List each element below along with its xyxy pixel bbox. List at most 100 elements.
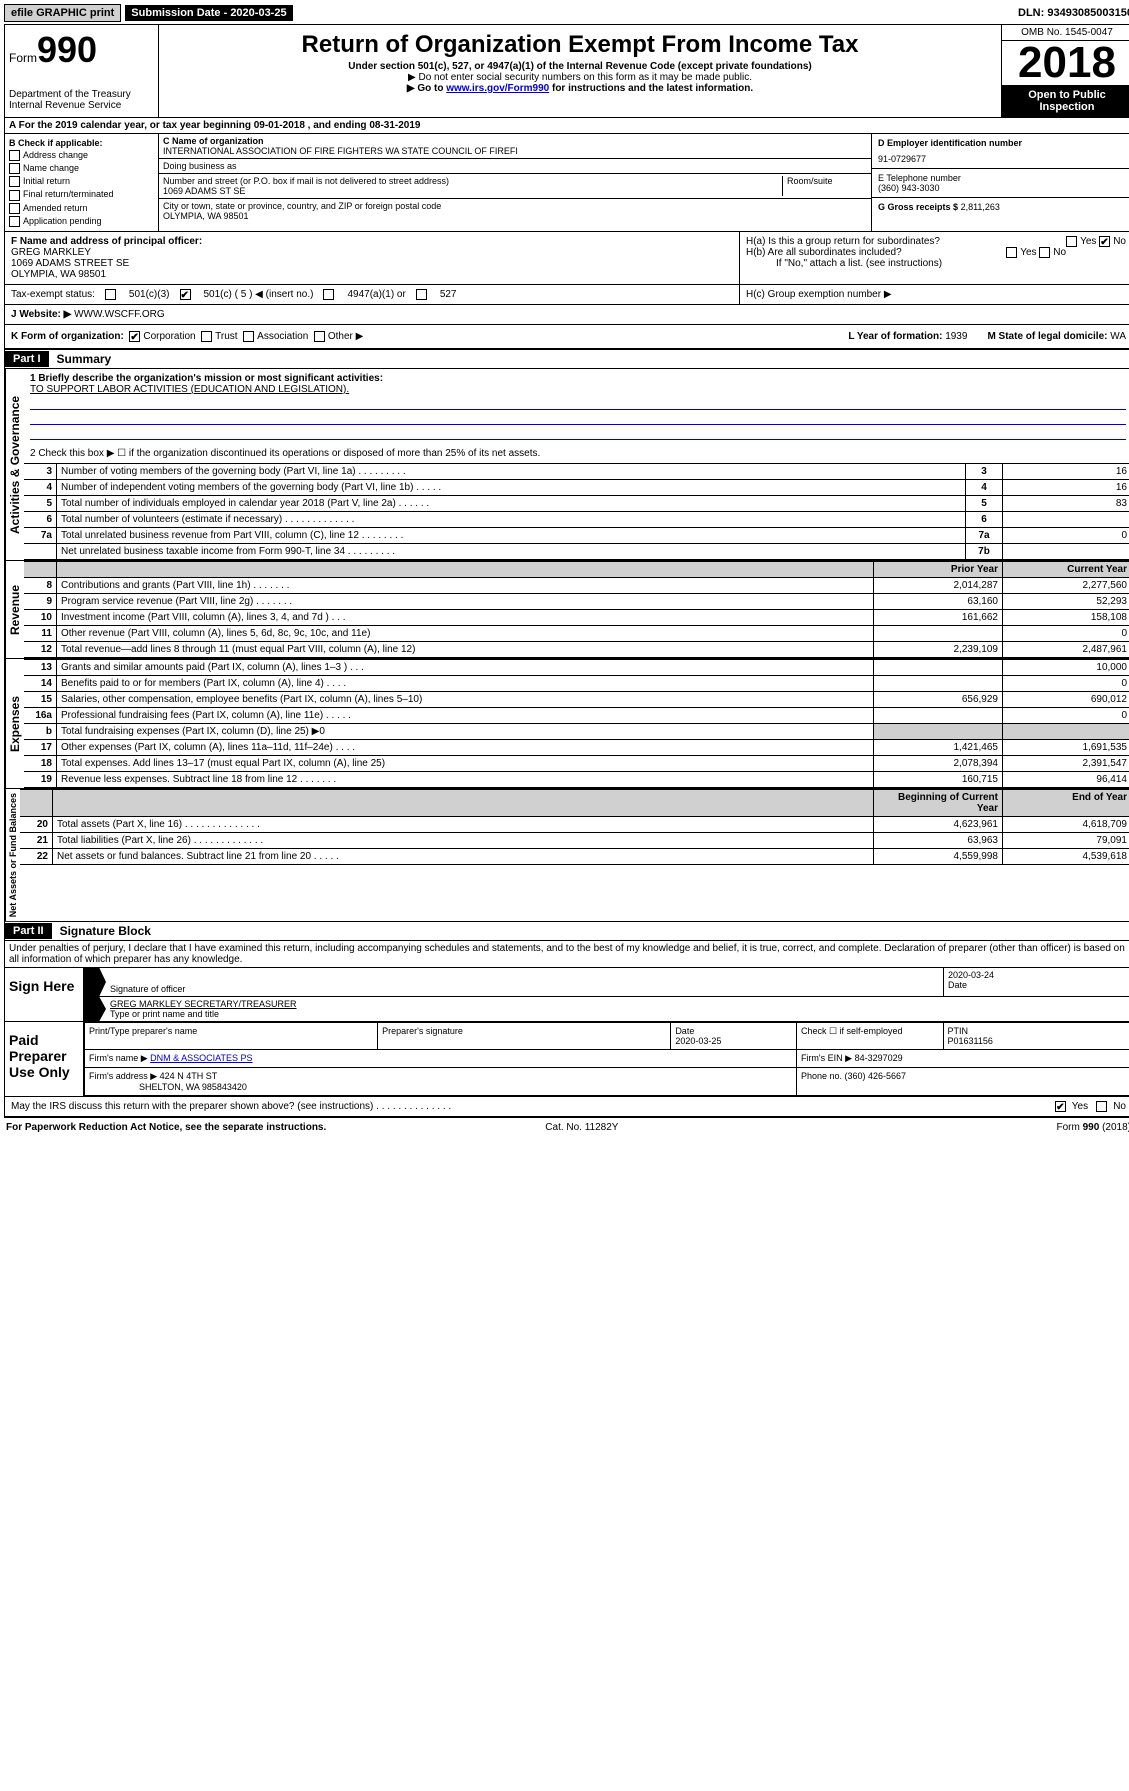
- type-name-label: Type or print name and title: [110, 1009, 1128, 1019]
- table-row: 7aTotal unrelated business revenue from …: [24, 527, 1129, 543]
- city-value: OLYMPIA, WA 98501: [163, 211, 867, 221]
- sig-officer-label: Signature of officer: [110, 984, 939, 994]
- ha-no[interactable]: [1099, 236, 1110, 247]
- prep-sig-label: Preparer's signature: [378, 1022, 671, 1049]
- officer-typed-name: GREG MARKLEY SECRETARY/TREASURER: [110, 999, 1128, 1009]
- form-org-label: K Form of organization:: [11, 331, 124, 342]
- officer-addr1: 1069 ADAMS STREET SE: [11, 258, 733, 269]
- hb-label: H(b) Are all subordinates included?: [746, 247, 902, 258]
- header-left: Form990 Department of the Treasury Inter…: [5, 25, 159, 117]
- subtitle-1: Under section 501(c), 527, or 4947(a)(1)…: [163, 61, 997, 72]
- check-corp[interactable]: [129, 331, 140, 342]
- opt-527: 527: [440, 289, 457, 300]
- prep-name-label: Print/Type preparer's name: [85, 1022, 378, 1049]
- opt-assoc: Association: [257, 331, 308, 342]
- declaration-text: Under penalties of perjury, I declare th…: [5, 941, 1129, 967]
- form-ref: Form 990 (2018): [1057, 1122, 1129, 1133]
- gross-label: G Gross receipts $: [878, 202, 958, 212]
- row-a: A For the 2019 calendar year, or tax yea…: [5, 118, 1129, 134]
- efile-button[interactable]: efile GRAPHIC print: [4, 4, 121, 22]
- preparer-table: Print/Type preparer's name Preparer's si…: [84, 1022, 1129, 1096]
- paid-preparer-label: Paid Preparer Use Only: [5, 1022, 84, 1096]
- part2-title: Signature Block: [52, 922, 159, 940]
- part1-body: Activities & Governance 1 Briefly descri…: [5, 369, 1129, 560]
- ein-label: D Employer identification number: [878, 138, 1126, 148]
- h-note: If "No," attach a list. (see instruction…: [746, 258, 1126, 269]
- ha-yes[interactable]: [1066, 236, 1077, 247]
- form-title: Return of Organization Exempt From Incom…: [163, 31, 997, 59]
- check-final[interactable]: Final return/terminated: [9, 189, 154, 200]
- open-public-badge: Open to Public Inspection: [1002, 85, 1129, 117]
- opt-4947: 4947(a)(1) or: [347, 289, 405, 300]
- phone-label: Phone no.: [801, 1071, 842, 1081]
- revenue-section: Revenue Prior Year Current Year 8Contrib…: [5, 560, 1129, 658]
- part1-title: Summary: [49, 350, 120, 368]
- ptin-value: P01631156: [948, 1036, 993, 1046]
- gov-table: 3Number of voting members of the governi…: [24, 463, 1129, 560]
- subtitle-2: ▶ Do not enter social security numbers o…: [163, 72, 997, 83]
- discuss-yes[interactable]: [1055, 1101, 1066, 1112]
- vert-governance: Activities & Governance: [5, 369, 24, 560]
- website-value[interactable]: WWW.WSCFF.ORG: [74, 309, 165, 320]
- subtitle-3: ▶ Go to www.irs.gov/Form990 for instruct…: [163, 83, 997, 94]
- discuss-label: May the IRS discuss this return with the…: [11, 1101, 451, 1112]
- arrow-icon: [84, 968, 106, 996]
- expenses-section: Expenses 13Grants and similar amounts pa…: [5, 658, 1129, 788]
- prep-date-label: Date: [675, 1026, 694, 1036]
- hc-label: H(c) Group exemption number ▶: [740, 285, 1129, 304]
- part2-header: Part II Signature Block: [5, 921, 1129, 941]
- hb-yes[interactable]: [1006, 247, 1017, 258]
- check-other[interactable]: [314, 331, 325, 342]
- sign-here-label: Sign Here: [5, 968, 84, 1021]
- check-501c[interactable]: [180, 289, 191, 300]
- mission-text: TO SUPPORT LABOR ACTIVITIES (EDUCATION A…: [30, 384, 1126, 395]
- check-trust[interactable]: [201, 331, 212, 342]
- table-row: 21Total liabilities (Part X, line 26) . …: [20, 832, 1129, 848]
- firm-name-link[interactable]: DNM & ASSOCIATES PS: [150, 1053, 252, 1063]
- check-amended[interactable]: Amended return: [9, 203, 154, 214]
- check-527[interactable]: [416, 289, 427, 300]
- footer: For Paperwork Reduction Act Notice, see …: [4, 1117, 1129, 1137]
- check-501c3[interactable]: [105, 289, 116, 300]
- check-4947[interactable]: [323, 289, 334, 300]
- check-name[interactable]: Name change: [9, 163, 154, 174]
- table-row: 18Total expenses. Add lines 13–17 (must …: [24, 755, 1129, 771]
- check-address[interactable]: Address change: [9, 150, 154, 161]
- table-row: 16aProfessional fundraising fees (Part I…: [24, 707, 1129, 723]
- self-emp-check[interactable]: Check ☐ if self-employed: [796, 1022, 943, 1049]
- table-row: 9Program service revenue (Part VIII, lin…: [24, 593, 1129, 609]
- top-bar: efile GRAPHIC print Submission Date - 20…: [4, 4, 1129, 22]
- tax-year: 2018: [1002, 41, 1129, 85]
- link-pre: ▶ Go to: [407, 83, 446, 94]
- no-label: No: [1113, 1101, 1126, 1112]
- opt-corp: Corporation: [143, 331, 195, 342]
- ein-value: 91-0729677: [878, 154, 1126, 164]
- sign-section: Sign Here Signature of officer 2020-03-2…: [5, 967, 1129, 1022]
- instructions-link[interactable]: www.irs.gov/Form990: [446, 83, 549, 94]
- firm-addr2: SHELTON, WA 985843420: [139, 1082, 247, 1092]
- room-label: Room/suite: [782, 176, 867, 196]
- hb-no[interactable]: [1039, 247, 1050, 258]
- discuss-no[interactable]: [1096, 1101, 1107, 1112]
- sig-date-value: 2020-03-24: [948, 970, 1128, 980]
- header-center: Return of Organization Exempt From Incom…: [159, 25, 1001, 117]
- phone-value: (360) 426-5667: [845, 1071, 907, 1081]
- tel-label: E Telephone number: [878, 173, 1126, 183]
- l-value: 1939: [945, 331, 967, 342]
- addr-label: Number and street (or P.O. box if mail i…: [163, 176, 782, 186]
- tel-value: (360) 943-3030: [878, 183, 1126, 193]
- form-number: 990: [37, 29, 97, 70]
- blank-line: [30, 397, 1126, 410]
- part1-tag: Part I: [5, 351, 49, 367]
- check-assoc[interactable]: [243, 331, 254, 342]
- check-initial[interactable]: Initial return: [9, 176, 154, 187]
- firm-ein-label: Firm's EIN ▶: [801, 1053, 852, 1063]
- q2-label: 2 Check this box ▶ ☐ if the organization…: [30, 448, 1126, 459]
- opt-501c3: 501(c)(3): [129, 289, 170, 300]
- section-bcd: B Check if applicable: Address change Na…: [5, 134, 1129, 232]
- discuss-row: May the IRS discuss this return with the…: [5, 1097, 1129, 1116]
- cat-no: Cat. No. 11282Y: [545, 1122, 618, 1133]
- org-name: INTERNATIONAL ASSOCIATION OF FIRE FIGHTE…: [163, 146, 867, 156]
- check-pending[interactable]: Application pending: [9, 216, 154, 227]
- end-year-head: End of Year: [1003, 789, 1129, 816]
